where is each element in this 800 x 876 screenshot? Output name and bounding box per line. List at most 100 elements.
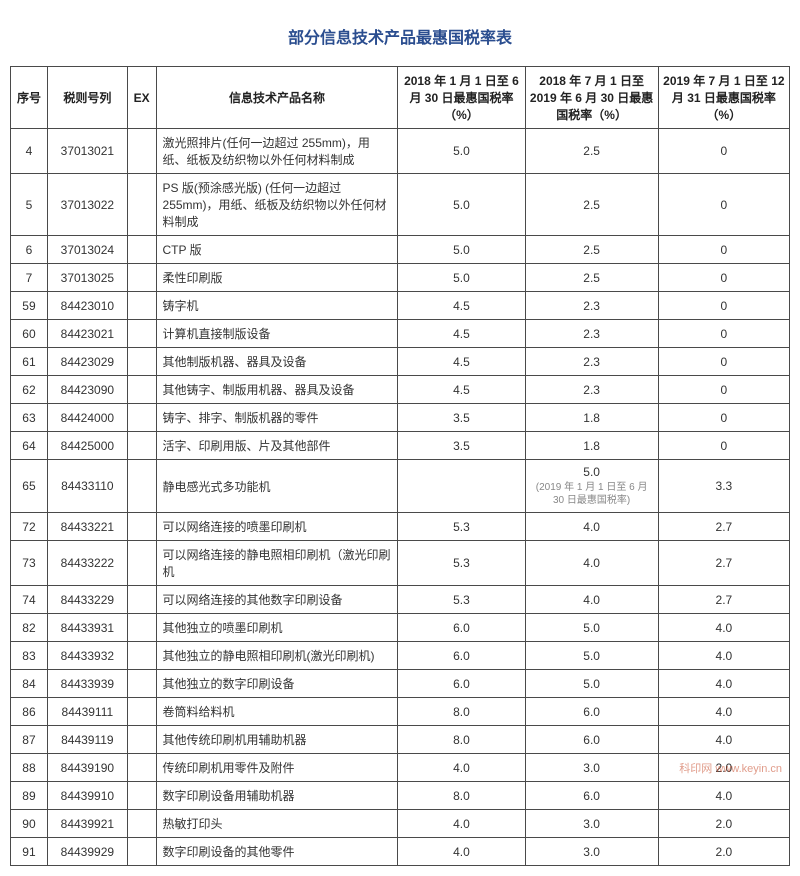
cell-r2: 5.0 [525,670,658,698]
cell-ex [127,642,156,670]
cell-code: 84439190 [47,754,127,782]
cell-code: 37013024 [47,236,127,264]
cell-name: 其他独立的静电照相印刷机(激光印刷机) [156,642,398,670]
cell-name: 可以网络连接的静电照相印刷机（激光印刷机 [156,541,398,586]
cell-seq: 6 [11,236,48,264]
cell-ex [127,460,156,513]
cell-code: 37013021 [47,129,127,174]
cell-r3: 0 [658,320,789,348]
cell-code: 84433939 [47,670,127,698]
cell-r3: 0 [658,348,789,376]
cell-seq: 89 [11,782,48,810]
cell-r1: 5.0 [398,264,525,292]
cell-r2: 2.5 [525,129,658,174]
cell-code: 37013022 [47,174,127,236]
cell-name: 数字印刷设备的其他零件 [156,838,398,866]
col-rate2: 2018 年 7 月 1 日至2019 年 6 月 30 日最惠国税率（%） [525,67,658,129]
cell-r2: 2.5 [525,236,658,264]
cell-r3: 0 [658,129,789,174]
table-row: 437013021 激光照排片(任何一边超过 255mm)，用纸、纸板及纺织物以外… [11,129,790,174]
cell-r3: 2.0 [658,810,789,838]
cell-r1: 4.0 [398,754,525,782]
cell-code: 84425000 [47,432,127,460]
cell-name: PS 版(预涂感光版) (任何一边超过255mm)，用纸、纸板及纺织物以外任何材… [156,174,398,236]
table-row: 8384433932其他独立的静电照相印刷机(激光印刷机)6.05.04.0 [11,642,790,670]
cell-r2: 3.0 [525,810,658,838]
cell-code: 84433229 [47,586,127,614]
cell-r1: 3.5 [398,432,525,460]
cell-code: 84423029 [47,348,127,376]
cell-r1 [398,460,525,513]
table-row: 737013025柔性印刷版5.02.50 [11,264,790,292]
cell-ex [127,754,156,782]
cell-code: 84433110 [47,460,127,513]
cell-name: 其他独立的数字印刷设备 [156,670,398,698]
cell-seq: 83 [11,642,48,670]
cell-r2: 2.3 [525,292,658,320]
cell-name: 可以网络连接的喷墨印刷机 [156,513,398,541]
cell-ex [127,586,156,614]
cell-r1: 5.3 [398,513,525,541]
table-header-row: 序号 税则号列 EX 信息技术产品名称 2018 年 1 月 1 日至 6 月 … [11,67,790,129]
col-name: 信息技术产品名称 [156,67,398,129]
cell-code: 84423010 [47,292,127,320]
cell-seq: 62 [11,376,48,404]
cell-r1: 5.3 [398,541,525,586]
cell-code: 84439910 [47,782,127,810]
cell-r3: 4.0 [658,614,789,642]
cell-r1: 6.0 [398,642,525,670]
cell-code: 84423090 [47,376,127,404]
col-ex: EX [127,67,156,129]
cell-r3: 4.0 [658,782,789,810]
cell-name: 静电感光式多功能机 [156,460,398,513]
cell-seq: 63 [11,404,48,432]
cell-name: 其他铸字、制版用机器、器具及设备 [156,376,398,404]
cell-r3: 4.0 [658,670,789,698]
cell-seq: 86 [11,698,48,726]
cell-name: 传统印刷机用零件及附件 [156,754,398,782]
cell-r1: 4.5 [398,320,525,348]
cell-r1: 8.0 [398,698,525,726]
cell-seq: 87 [11,726,48,754]
cell-seq: 74 [11,586,48,614]
cell-name: 激光照排片(任何一边超过 255mm)，用纸、纸板及纺织物以外任何材料制成 [156,129,398,174]
cell-ex [127,129,156,174]
cell-name: 铸字、排字、制版机器的零件 [156,404,398,432]
cell-ex [127,376,156,404]
cell-seq: 59 [11,292,48,320]
cell-code: 84433931 [47,614,127,642]
cell-code: 84433932 [47,642,127,670]
cell-ex [127,698,156,726]
cell-r2: 2.3 [525,320,658,348]
table-row: 6584433110静电感光式多功能机5.0(2019 年 1 月 1 日至 6… [11,460,790,513]
cell-ex [127,782,156,810]
cell-name: 柔性印刷版 [156,264,398,292]
table-row: 8684439111卷筒料给料机8.06.04.0 [11,698,790,726]
cell-r3: 2.7 [658,541,789,586]
cell-r3: 0 [658,174,789,236]
col-rate1: 2018 年 1 月 1 日至 6 月 30 日最惠国税率（%） [398,67,525,129]
cell-r2: 5.0 [525,614,658,642]
cell-name: CTP 版 [156,236,398,264]
cell-name: 计算机直接制版设备 [156,320,398,348]
cell-r1: 4.5 [398,292,525,320]
cell-r3: 0 [658,376,789,404]
table-row: 8784439119其他传统印刷机用辅助机器8.06.04.0 [11,726,790,754]
cell-name: 活字、印刷用版、片及其他部件 [156,432,398,460]
table-row: 9084439921热敏打印头4.03.02.0 [11,810,790,838]
cell-r2: 6.0 [525,698,658,726]
cell-ex [127,292,156,320]
cell-r1: 4.5 [398,348,525,376]
cell-r1: 6.0 [398,614,525,642]
cell-code: 84433221 [47,513,127,541]
cell-r1: 4.0 [398,838,525,866]
cell-seq: 4 [11,129,48,174]
table-row: 6184423029其他制版机器、器具及设备4.52.30 [11,348,790,376]
cell-code: 84423021 [47,320,127,348]
cell-r1: 5.3 [398,586,525,614]
cell-seq: 90 [11,810,48,838]
cell-ex [127,348,156,376]
table-row: 8984439910数字印刷设备用辅助机器8.06.04.0 [11,782,790,810]
cell-name: 数字印刷设备用辅助机器 [156,782,398,810]
cell-name: 卷筒料给料机 [156,698,398,726]
